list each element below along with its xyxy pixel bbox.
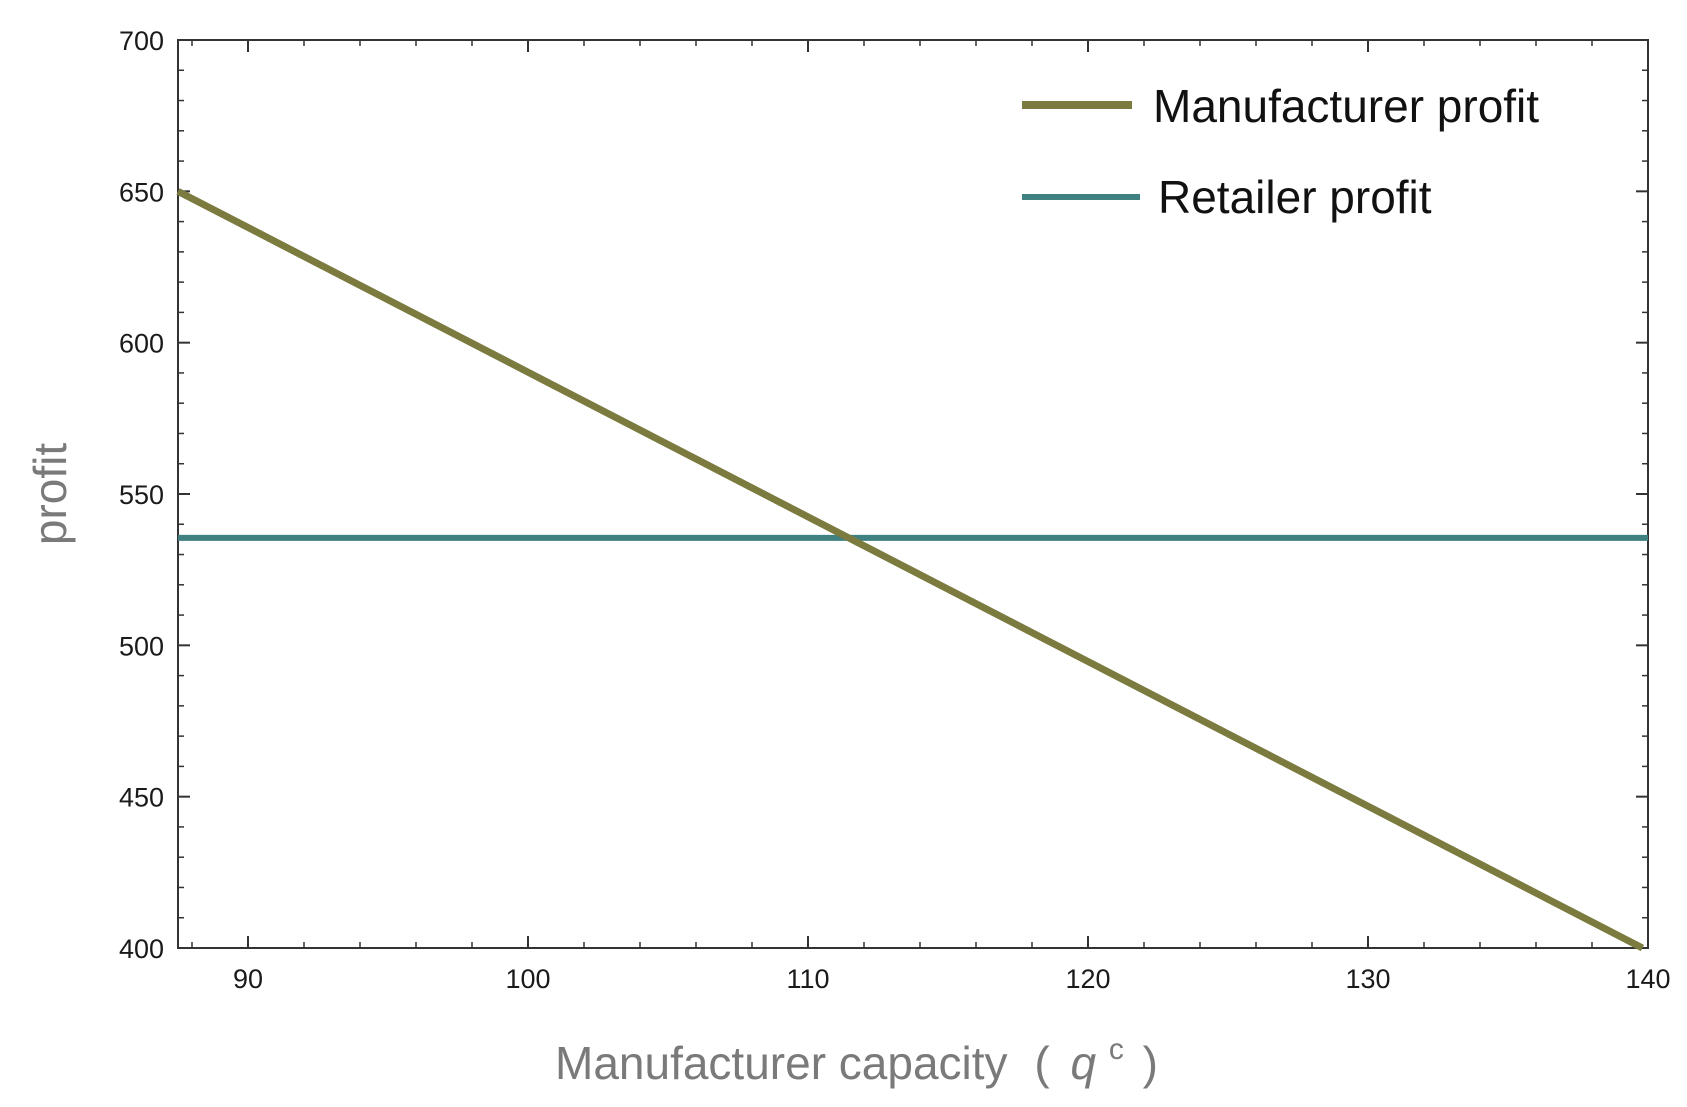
y-axis-title: profit [24, 443, 76, 545]
x-axis-title: Manufacturer capacity ( q c ) [555, 1017, 1158, 1089]
tick-labels: 90 100 110 120 130 140 400 450 500 550 600 650 700 [119, 26, 1671, 994]
major-ticks [178, 39, 1649, 949]
x-axis-title-text: Manufacturer capacity [555, 1037, 1008, 1089]
legend-label-retailer: Retailer profit [1158, 171, 1432, 223]
x-axis-superscript: c [1109, 1033, 1124, 1066]
x-tick-label: 120 [1065, 964, 1110, 994]
x-axis-paren-open: ( [1034, 1037, 1050, 1089]
x-tick-label: 140 [1625, 964, 1670, 994]
y-tick-label: 450 [119, 783, 164, 813]
series-lines [176, 188, 1648, 952]
x-tick-label: 100 [505, 964, 550, 994]
minor-ticks [178, 40, 1648, 948]
legend: Manufacturer profit Retailer profit [1022, 80, 1539, 223]
x-tick-label: 130 [1345, 964, 1390, 994]
legend-label-manufacturer: Manufacturer profit [1153, 80, 1539, 132]
x-axis-symbol: q [1070, 1037, 1096, 1089]
y-tick-label: 600 [119, 329, 164, 359]
x-tick-label: 90 [233, 964, 263, 994]
y-tick-label: 700 [119, 26, 164, 56]
x-axis-paren-close: ) [1143, 1037, 1158, 1089]
y-tick-label: 500 [119, 631, 164, 661]
y-tick-label: 400 [119, 934, 164, 964]
y-tick-label: 650 [119, 177, 164, 207]
y-tick-label: 550 [119, 480, 164, 510]
x-tick-label: 110 [786, 964, 829, 994]
series-line-manufacturer-profit [176, 188, 1645, 952]
